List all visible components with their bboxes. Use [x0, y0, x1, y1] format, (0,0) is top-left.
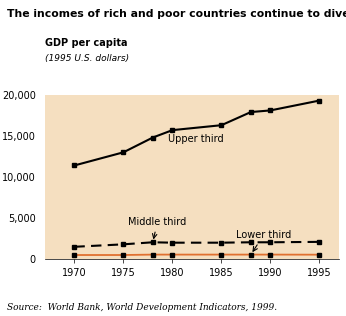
Text: Lower third: Lower third	[236, 230, 291, 251]
Text: Source:  World Bank, World Development Indicators, 1999.: Source: World Bank, World Development In…	[7, 303, 277, 312]
Text: (1995 U.S. dollars): (1995 U.S. dollars)	[45, 54, 129, 63]
Text: Middle third: Middle third	[128, 216, 186, 238]
Text: GDP per capita: GDP per capita	[45, 38, 127, 48]
Text: Upper third: Upper third	[167, 134, 223, 144]
Text: The incomes of rich and poor countries continue to diverge: The incomes of rich and poor countries c…	[7, 9, 346, 20]
